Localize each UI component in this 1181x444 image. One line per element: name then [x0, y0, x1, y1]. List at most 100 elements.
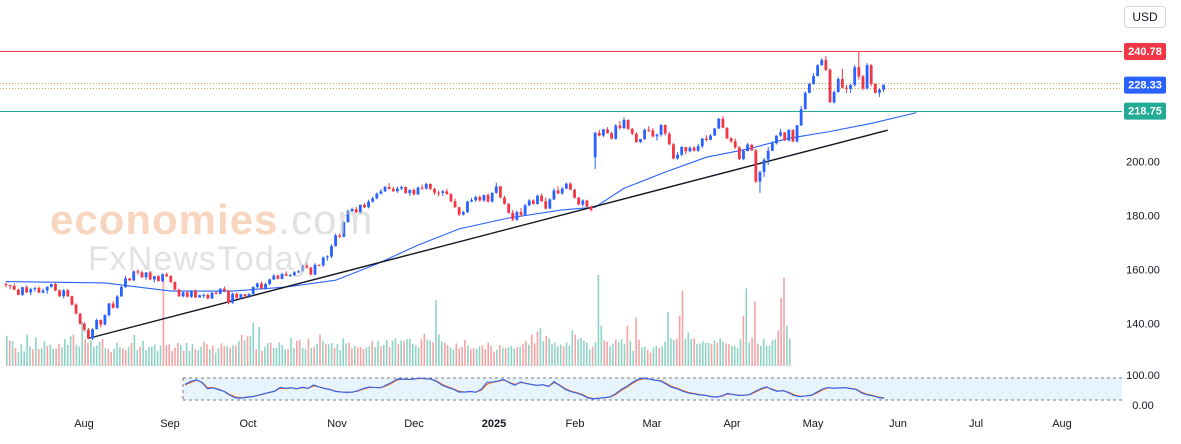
- volume-bar: [371, 340, 373, 366]
- candle-body: [416, 187, 420, 195]
- volume-bar: [365, 347, 368, 366]
- volume-bar: [603, 340, 605, 366]
- candle-body: [239, 294, 243, 298]
- volume-bar: [11, 341, 14, 366]
- candle-body: [33, 288, 37, 290]
- volume-bar: [78, 346, 81, 366]
- volume-bar: [655, 345, 658, 366]
- candle-body: [16, 289, 20, 295]
- candle-body: [37, 288, 41, 293]
- volume-bar: [37, 348, 40, 366]
- candle-body: [622, 119, 626, 129]
- volume-bar: [136, 350, 139, 366]
- volume-bar: [545, 335, 547, 366]
- volume-bar: [325, 343, 327, 366]
- volume-bar: [35, 337, 37, 366]
- ma-line: [5, 112, 917, 292]
- candle-body: [544, 201, 548, 209]
- price-tags: 240.78 228.33 218.75: [1124, 43, 1166, 120]
- volume-bar: [385, 340, 388, 366]
- candle-body: [676, 154, 679, 159]
- volume-bar: [310, 347, 313, 366]
- volume-bar: [748, 342, 750, 366]
- volume-bar: [122, 348, 124, 366]
- volume-bar: [156, 350, 159, 366]
- volume-bar: [32, 349, 34, 366]
- volume-bar: [742, 315, 745, 366]
- volume-bar: [301, 347, 304, 366]
- volume-bar: [304, 348, 307, 366]
- candle-body: [420, 187, 424, 189]
- candle-body: [840, 79, 844, 88]
- volume-bar: [446, 345, 449, 366]
- volume-bar: [232, 345, 234, 366]
- volume-bar: [681, 290, 684, 366]
- volume-bar: [652, 347, 655, 366]
- volume-bar: [739, 339, 742, 366]
- candle-body: [190, 290, 193, 297]
- candle-body: [511, 212, 515, 220]
- volume-bar: [159, 345, 162, 366]
- candle-body: [342, 222, 346, 237]
- candle-body: [779, 132, 782, 136]
- candle-body: [655, 134, 659, 137]
- candle-body: [762, 159, 766, 173]
- candle-body: [692, 147, 696, 151]
- candle-body: [486, 195, 490, 202]
- candle-body: [643, 129, 646, 140]
- candle-body: [140, 272, 144, 278]
- volume-bar: [252, 322, 255, 366]
- volume-bar: [588, 349, 591, 366]
- volume-bar: [493, 351, 495, 366]
- volume-bar: [377, 340, 379, 366]
- candle-body: [124, 278, 127, 287]
- candle-body: [560, 188, 564, 194]
- volume-bar: [272, 347, 275, 366]
- oscillator-k-line: [184, 377, 885, 400]
- candle-body: [243, 294, 247, 297]
- candle-body: [218, 288, 222, 294]
- candle-body: [461, 212, 465, 215]
- volume-bar: [638, 339, 640, 366]
- volume-bar: [258, 327, 260, 366]
- volume-bar: [481, 345, 484, 366]
- candle-body: [437, 192, 440, 194]
- candle-body: [148, 272, 152, 280]
- volume-bar: [200, 347, 202, 366]
- volume-bar: [168, 344, 170, 366]
- volume-bar: [351, 348, 353, 366]
- volume-bar: [240, 334, 243, 366]
- volume-bar: [336, 343, 339, 366]
- volume-bar: [551, 343, 553, 366]
- candle-body: [264, 284, 267, 289]
- volume-bar: [533, 343, 536, 366]
- volume-bar: [43, 341, 46, 366]
- candle-body: [198, 295, 202, 298]
- candle-body: [383, 186, 387, 192]
- price-tag-label: 218.75: [1128, 106, 1162, 118]
- volume-bar: [649, 352, 652, 366]
- candle-body: [206, 294, 210, 299]
- volume-bar: [64, 339, 66, 366]
- x-month-label: Jun: [889, 418, 907, 430]
- volume-bar: [165, 345, 168, 366]
- volume-bar: [162, 279, 165, 366]
- volume-bar: [29, 346, 31, 366]
- candle-body: [820, 59, 824, 66]
- price-tag-label: 240.78: [1128, 46, 1162, 58]
- volume-bar: [733, 345, 736, 366]
- volume-bar: [278, 342, 281, 366]
- currency-selector[interactable]: USD: [1124, 6, 1166, 28]
- volume-bar: [754, 301, 756, 366]
- candle-body: [696, 146, 700, 151]
- volume-bar: [409, 338, 411, 366]
- volume-bar: [383, 345, 385, 366]
- price-tag: [1124, 76, 1166, 94]
- volume-bar: [455, 343, 458, 366]
- candle-body: [882, 84, 885, 90]
- candle-body: [721, 118, 725, 128]
- moving-average: [5, 112, 917, 292]
- x-month-label: Nov: [327, 418, 347, 430]
- candle-body: [297, 271, 300, 273]
